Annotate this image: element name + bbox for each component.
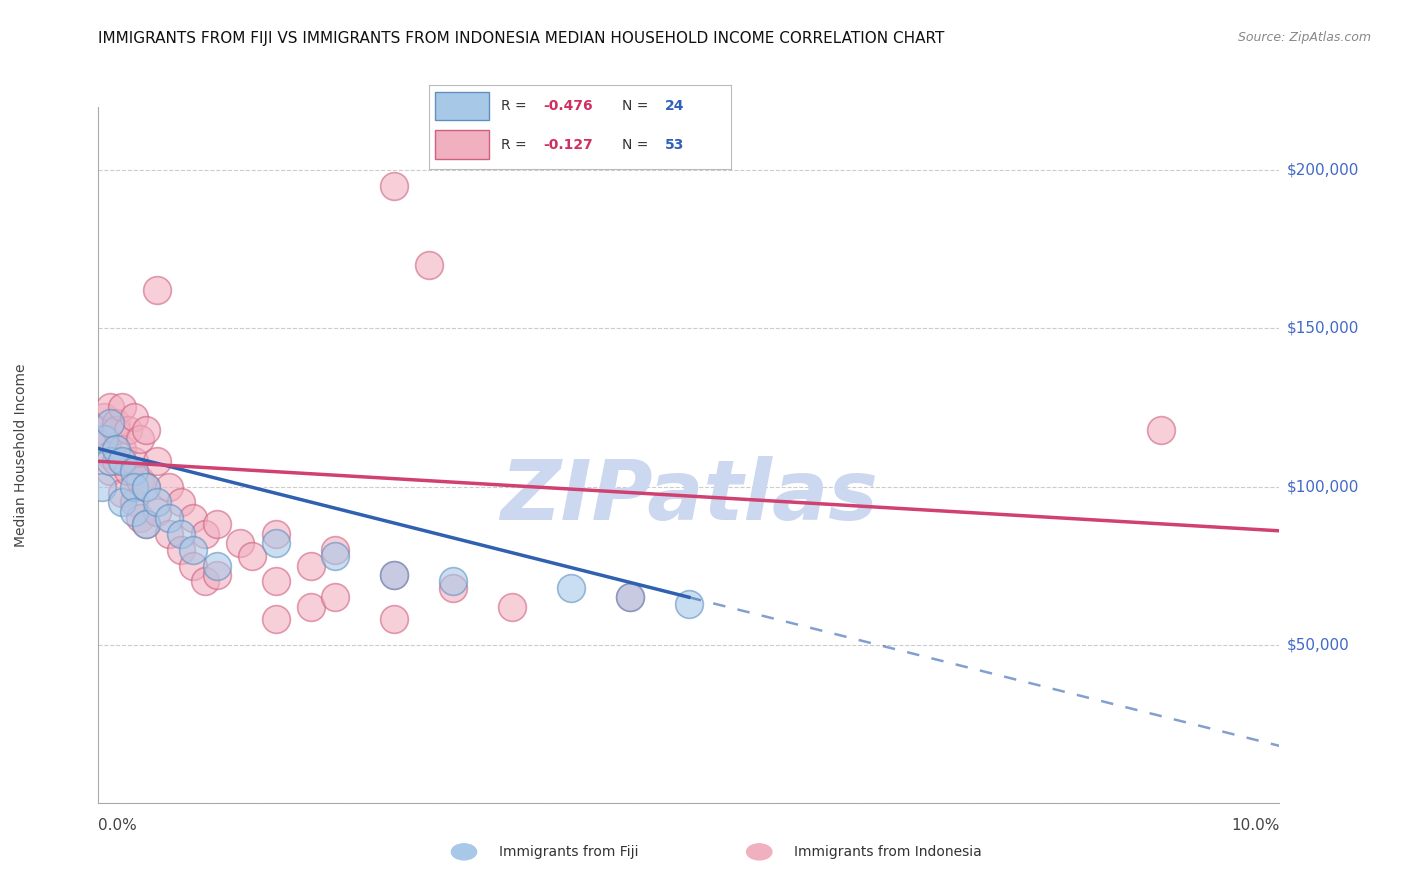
Point <box>111 442 134 456</box>
Point <box>501 599 523 614</box>
Point <box>111 454 134 468</box>
Point <box>181 542 204 557</box>
Point <box>91 479 114 493</box>
Point <box>560 581 582 595</box>
Text: 0.0%: 0.0% <box>98 818 138 832</box>
Point <box>111 495 134 509</box>
Text: $150,000: $150,000 <box>1286 321 1358 336</box>
Text: ZIPatlas: ZIPatlas <box>501 456 877 537</box>
Point <box>98 401 121 415</box>
Text: $200,000: $200,000 <box>1286 163 1358 178</box>
Point <box>229 536 252 550</box>
Point <box>264 612 287 626</box>
Point <box>264 574 287 589</box>
Point <box>98 454 121 468</box>
Point <box>382 568 405 582</box>
Point <box>105 454 128 468</box>
Point <box>264 527 287 541</box>
Text: -0.476: -0.476 <box>544 99 593 113</box>
Text: R =: R = <box>502 138 531 152</box>
Point <box>135 479 157 493</box>
Point <box>146 505 169 519</box>
Point <box>98 448 121 462</box>
Point <box>619 591 641 605</box>
Bar <box>434 92 489 120</box>
Point <box>441 581 464 595</box>
Point <box>323 549 346 563</box>
Text: $50,000: $50,000 <box>1286 637 1350 652</box>
Point <box>122 454 145 468</box>
Point <box>619 591 641 605</box>
Point <box>181 558 204 573</box>
Point <box>157 511 180 525</box>
Point <box>122 495 145 509</box>
Point <box>323 591 346 605</box>
Point <box>194 574 217 589</box>
Point <box>382 568 405 582</box>
Point <box>382 179 405 194</box>
Text: -0.127: -0.127 <box>544 138 593 152</box>
Point <box>122 505 145 519</box>
Point <box>146 495 169 509</box>
Point <box>135 517 157 532</box>
Point <box>97 432 120 446</box>
Point <box>91 423 114 437</box>
Point <box>135 479 157 493</box>
Point <box>170 495 193 509</box>
Point <box>157 527 180 541</box>
Point <box>299 558 322 573</box>
Text: 10.0%: 10.0% <box>1232 818 1279 832</box>
Point <box>128 473 150 487</box>
Point <box>418 258 440 272</box>
Text: N =: N = <box>623 138 652 152</box>
Point <box>323 542 346 557</box>
Point <box>98 417 121 431</box>
Point <box>181 511 204 525</box>
Point <box>382 612 405 626</box>
Point <box>111 401 134 415</box>
Point <box>122 479 145 493</box>
Point <box>122 409 145 424</box>
Point <box>194 527 217 541</box>
Point <box>157 479 180 493</box>
Point <box>170 542 193 557</box>
Point <box>170 527 193 541</box>
Text: IMMIGRANTS FROM FIJI VS IMMIGRANTS FROM INDONESIA MEDIAN HOUSEHOLD INCOME CORREL: IMMIGRANTS FROM FIJI VS IMMIGRANTS FROM … <box>98 31 945 46</box>
Point <box>205 517 228 532</box>
Point <box>117 464 139 478</box>
Point <box>105 442 128 456</box>
Point <box>105 423 128 437</box>
Point <box>98 464 121 478</box>
Point <box>128 511 150 525</box>
Point <box>93 409 115 424</box>
Text: Median Household Income: Median Household Income <box>14 363 28 547</box>
Text: R =: R = <box>502 99 531 113</box>
Point <box>146 454 169 468</box>
Point <box>299 599 322 614</box>
Point <box>135 423 157 437</box>
Point <box>146 284 169 298</box>
Text: Source: ZipAtlas.com: Source: ZipAtlas.com <box>1237 31 1371 45</box>
Text: 24: 24 <box>665 99 685 113</box>
Text: Immigrants from Fiji: Immigrants from Fiji <box>499 845 638 859</box>
Text: 53: 53 <box>665 138 683 152</box>
Point <box>122 464 145 478</box>
Point <box>105 417 128 431</box>
Point <box>117 423 139 437</box>
Point <box>678 597 700 611</box>
Point <box>135 517 157 532</box>
Point <box>205 558 228 573</box>
Point <box>93 432 115 446</box>
Point <box>128 432 150 446</box>
Point <box>264 536 287 550</box>
Text: $100,000: $100,000 <box>1286 479 1358 494</box>
Point <box>1150 423 1173 437</box>
Bar <box>434 130 489 160</box>
Point <box>111 486 134 500</box>
Text: N =: N = <box>623 99 652 113</box>
Text: Immigrants from Indonesia: Immigrants from Indonesia <box>794 845 983 859</box>
Point <box>205 568 228 582</box>
Point <box>240 549 263 563</box>
Point <box>441 574 464 589</box>
